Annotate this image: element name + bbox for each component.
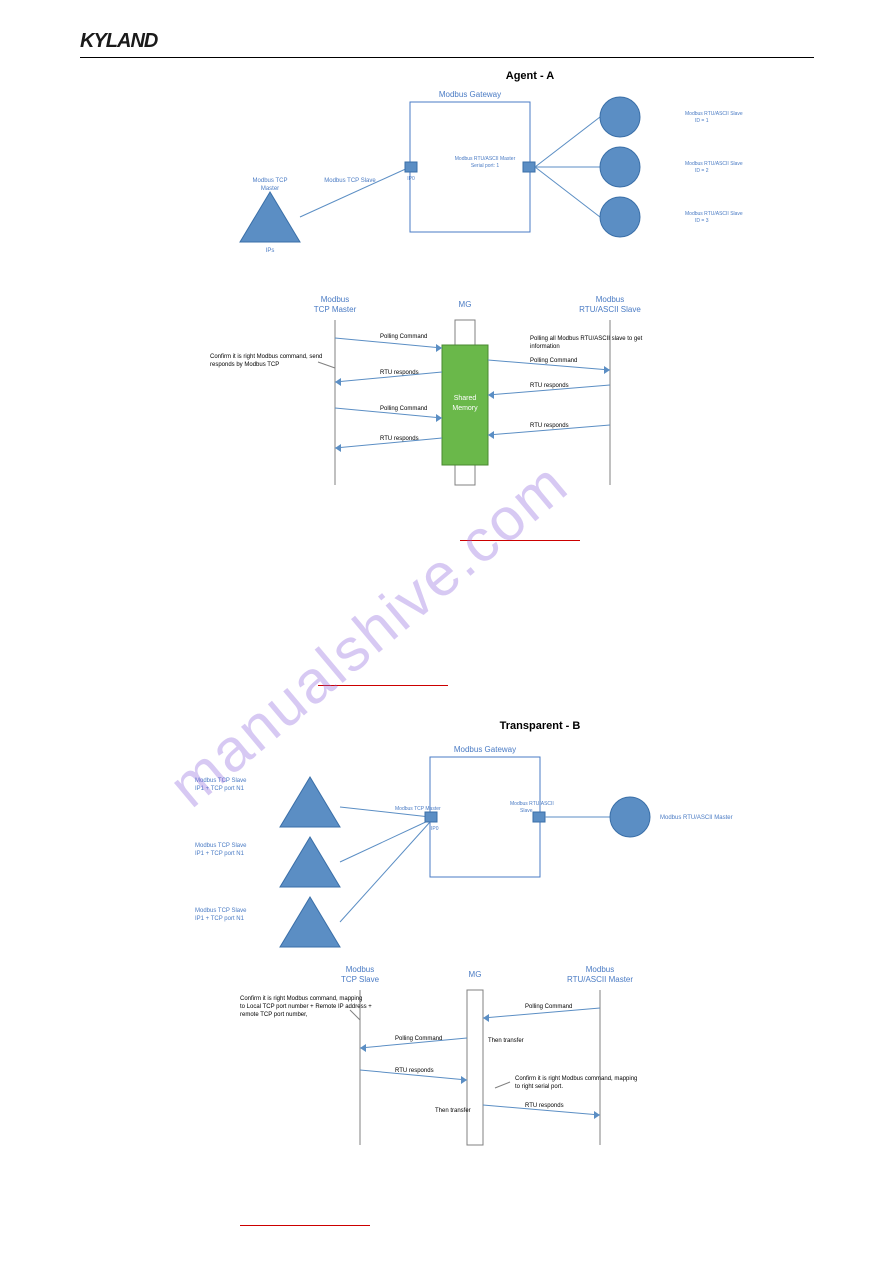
svg-text:Modbus TCP Master: Modbus TCP Master [395,806,441,812]
svg-text:IPs: IPs [266,248,275,254]
svg-text:Slave: Slave [520,808,533,814]
svg-text:Modbus: Modbus [321,295,349,304]
svg-text:RTU/ASCII Master: RTU/ASCII Master [567,975,633,984]
diagram-b-title: Transparent - B [320,720,760,732]
svg-text:Modbus RTU/ASCII Slave: Modbus RTU/ASCII Slave [685,111,743,117]
svg-text:Modbus TCP Slave: Modbus TCP Slave [195,908,247,914]
svg-text:RTU/ASCII Slave: RTU/ASCII Slave [579,305,641,314]
svg-text:Confirm it is right Modbus com: Confirm it is right Modbus command, mapp… [515,1076,637,1082]
header-rule [80,57,814,58]
sequence-b-svg: Modbus TCP Slave MG Modbus RTU/ASCII Mas… [240,960,740,1150]
svg-text:information: information [530,344,560,350]
diagram-b-svg: Modbus Gateway Modbus TCP Slave IP1 + TC… [140,732,780,962]
svg-text:Then transfer: Then transfer [435,1108,471,1114]
svg-text:RTU responds: RTU responds [530,423,569,429]
svg-text:IP0: IP0 [407,176,415,182]
svg-text:Modbus TCP Slave: Modbus TCP Slave [324,178,376,184]
gateway-label: Modbus Gateway [439,90,501,99]
svg-text:IP1 + TCP port N1: IP1 + TCP port N1 [195,851,245,857]
svg-text:Serial port: 1: Serial port: 1 [471,163,500,169]
svg-text:Modbus TCP: Modbus TCP [253,178,288,184]
svg-text:RTU responds: RTU responds [525,1103,564,1109]
svg-text:Modbus RTU/ASCII Slave: Modbus RTU/ASCII Slave [685,211,743,217]
svg-text:Polling Command: Polling Command [395,1036,442,1042]
redline-3 [240,1225,370,1226]
svg-text:Polling all Modbus RTU/ASCII s: Polling all Modbus RTU/ASCII slave to ge… [530,336,643,342]
svg-text:IP1 + TCP port N1: IP1 + TCP port N1 [195,786,245,792]
svg-text:MG: MG [459,300,472,309]
svg-text:ID = 2: ID = 2 [695,168,709,174]
svg-text:RTU responds: RTU responds [395,1068,434,1074]
svg-text:Polling Command: Polling Command [380,334,427,340]
svg-text:Modbus RTU/ASCII Master: Modbus RTU/ASCII Master [455,156,516,162]
svg-text:responds by Modbus TCP: responds by Modbus TCP [210,362,279,368]
svg-text:RTU responds: RTU responds [530,383,569,389]
diagram-a-svg: Modbus Gateway Modbus TCP Master IPs Mod… [230,82,750,292]
svg-text:Modbus: Modbus [596,295,624,304]
svg-text:Memory: Memory [452,405,478,412]
svg-text:ID = 3: ID = 3 [695,218,709,224]
svg-text:Modbus Gateway: Modbus Gateway [454,745,516,754]
svg-text:Confirm it is right Modbus com: Confirm it is right Modbus command, send [210,354,322,360]
redline-1 [460,540,580,541]
svg-text:to Local TCP port number + Rem: to Local TCP port number + Remote IP add… [240,1004,372,1010]
svg-text:Polling Command: Polling Command [530,358,577,364]
svg-text:Modbus RTU/ASCII Master: Modbus RTU/ASCII Master [660,815,733,821]
svg-text:Then transfer: Then transfer [488,1038,524,1044]
diagram-a-title: Agent - A [330,70,730,82]
svg-text:MG: MG [469,970,482,979]
brand-logo: KYLAND [80,30,814,53]
svg-text:Master: Master [261,186,279,192]
redline-2 [318,685,448,686]
svg-text:Polling Command: Polling Command [525,1004,572,1010]
svg-text:Shared: Shared [454,395,477,402]
svg-text:to right serial port.: to right serial port. [515,1084,563,1090]
svg-text:Modbus RTU/ASCII: Modbus RTU/ASCII [510,801,554,807]
svg-text:Modbus TCP Slave: Modbus TCP Slave [195,778,247,784]
svg-text:IP1 + TCP port N1: IP1 + TCP port N1 [195,916,245,922]
sequence-a-svg: Modbus TCP Master MG Modbus RTU/ASCII Sl… [210,290,730,490]
svg-text:Modbus TCP Slave: Modbus TCP Slave [195,843,247,849]
svg-text:ID = 1: ID = 1 [695,118,709,124]
svg-text:remote TCP port number,: remote TCP port number, [240,1012,308,1018]
svg-text:TCP Slave: TCP Slave [341,975,380,984]
svg-text:Modbus: Modbus [586,965,614,974]
svg-text:RTU responds: RTU responds [380,370,419,376]
svg-text:TCP Master: TCP Master [314,305,357,314]
svg-text:Polling Command: Polling Command [380,406,427,412]
svg-text:Modbus: Modbus [346,965,374,974]
svg-text:RTU responds: RTU responds [380,436,419,442]
svg-text:Modbus RTU/ASCII Slave: Modbus RTU/ASCII Slave [685,161,743,167]
svg-text:IP0: IP0 [431,826,439,832]
svg-text:Confirm it is right Modbus com: Confirm it is right Modbus command, mapp… [240,996,362,1002]
